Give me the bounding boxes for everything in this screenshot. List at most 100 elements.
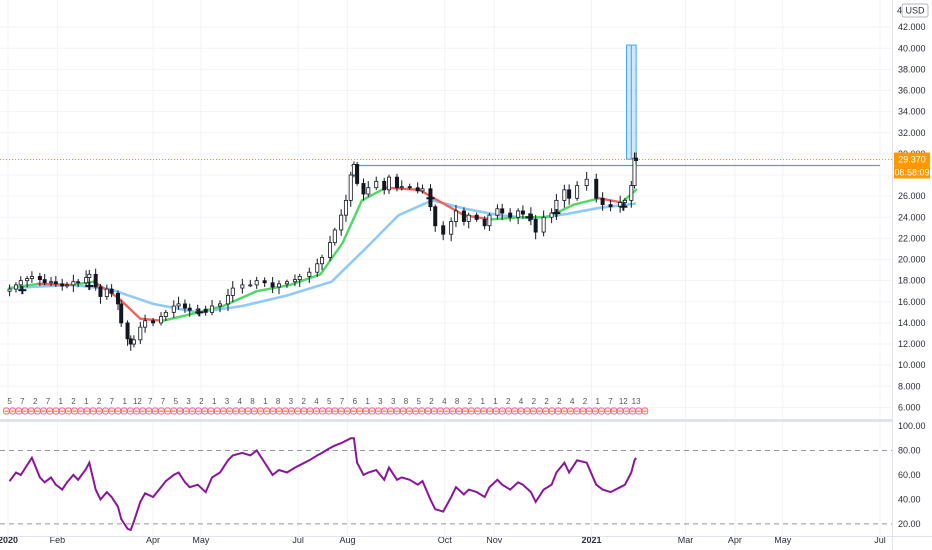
last-price-badge [894, 152, 930, 166]
event-chip-mark [630, 410, 635, 412]
event-chip-mark [221, 410, 226, 412]
event-chip-mark [264, 410, 269, 412]
candle-body [332, 229, 337, 244]
event-code-label: 2 [506, 397, 511, 406]
candle [131, 335, 136, 348]
event-chip-mark [109, 410, 114, 412]
candle-body [248, 284, 253, 287]
crossover-marker [525, 213, 534, 222]
candle-body [355, 164, 360, 184]
event-chip-mark [252, 410, 257, 412]
event-code-label: 2 [557, 397, 562, 406]
event-code-label: 8 [404, 397, 409, 406]
candle [176, 296, 181, 310]
candle [49, 276, 54, 287]
price-tick-label: 24.000 [898, 212, 926, 222]
candle [420, 184, 425, 194]
ma-fast-segment [255, 283, 292, 293]
candle [225, 288, 230, 312]
price-tick-label: 12.000 [898, 339, 926, 349]
event-code-label: 2 [429, 397, 434, 406]
currency-label[interactable]: USD [905, 6, 925, 16]
candle [42, 274, 47, 286]
event-chip-mark [444, 410, 449, 412]
oscillator-axis[interactable]: 20.00 40.00 60.00 80.00 100.00 [898, 421, 926, 529]
candle [315, 258, 320, 277]
candle [634, 152, 639, 164]
event-chip-mark [171, 410, 176, 412]
candle [328, 235, 333, 261]
price-level-lines[interactable] [0, 159, 892, 167]
price-tick-label: 34.000 [898, 107, 926, 117]
candle [495, 204, 500, 220]
event-chip-mark [41, 410, 46, 412]
candle-body [29, 276, 34, 279]
candle-body [343, 199, 348, 216]
event-chip-mark [165, 410, 170, 412]
candle [366, 181, 371, 197]
candle-body [138, 326, 143, 341]
price-tick-label: 40.000 [898, 43, 926, 53]
candle-body [320, 257, 325, 265]
event-code-label: 8 [250, 397, 255, 406]
candle [466, 212, 471, 229]
candle [549, 208, 554, 224]
event-chip-mark [543, 410, 548, 412]
event-code-label: 7 [148, 397, 153, 406]
candle-body [84, 277, 89, 284]
ma-fast-segment [70, 280, 96, 287]
candle-body [115, 292, 120, 305]
candle-body [254, 280, 259, 286]
candle [399, 180, 404, 191]
candle-body [508, 212, 513, 218]
candle-body [520, 210, 525, 215]
candle-body [315, 263, 320, 273]
candle-body [225, 295, 230, 305]
time-axis[interactable]: 2020 Feb Apr May Jul Aug Oct Nov 2021 Mar Apr May Ju… [0, 535, 932, 545]
event-chip-mark [351, 410, 356, 412]
event-chip-mark [178, 410, 182, 412]
candle [575, 181, 580, 201]
event-chip-mark [382, 410, 387, 412]
event-chip-mark [159, 410, 164, 412]
price-axis[interactable]: 6.000 8.000 10.000 12.000 14.000 16.000 18.000… [892, 0, 929, 550]
candle [13, 282, 18, 293]
crossover-marker [619, 202, 628, 211]
candle [449, 217, 454, 242]
candle [332, 227, 337, 246]
candle [355, 161, 360, 186]
price-badges: 29.370 08:58:09 [894, 152, 930, 179]
time-tick-label: Aug [340, 535, 356, 545]
currency-box[interactable] [901, 3, 929, 18]
event-chip-mark [97, 410, 102, 412]
price-tick-label: 6.000 [898, 402, 921, 412]
candle [567, 184, 572, 205]
event-code-label: 1 [596, 397, 601, 406]
event-chip-mark [140, 410, 145, 412]
event-chip-mark [519, 410, 523, 412]
candle [93, 268, 98, 291]
candle [203, 305, 208, 316]
candle-body [500, 208, 505, 214]
event-chip-mark [593, 410, 598, 412]
candle [262, 277, 267, 287]
candle [618, 195, 623, 213]
price-tick-label: 42.000 [898, 22, 926, 32]
event-chip-mark [320, 410, 325, 412]
event-chip-mark [357, 410, 362, 412]
ma-fast-segment [319, 241, 344, 276]
event-chip-mark [426, 410, 430, 412]
price-tick-label: 38.000 [898, 64, 926, 74]
crossover-markers [18, 194, 628, 317]
time-tick-label: 2021 [581, 535, 601, 545]
candle [461, 207, 466, 226]
candle-body [49, 281, 54, 284]
event-chip-mark [128, 410, 133, 412]
event-chip-mark [506, 410, 511, 412]
measure-box[interactable] [626, 44, 637, 160]
oscillator-tick-label: 40.00 [898, 494, 921, 504]
event-chip-mark [469, 410, 474, 412]
event-chip-mark [190, 410, 195, 412]
event-chip-mark [47, 410, 52, 412]
